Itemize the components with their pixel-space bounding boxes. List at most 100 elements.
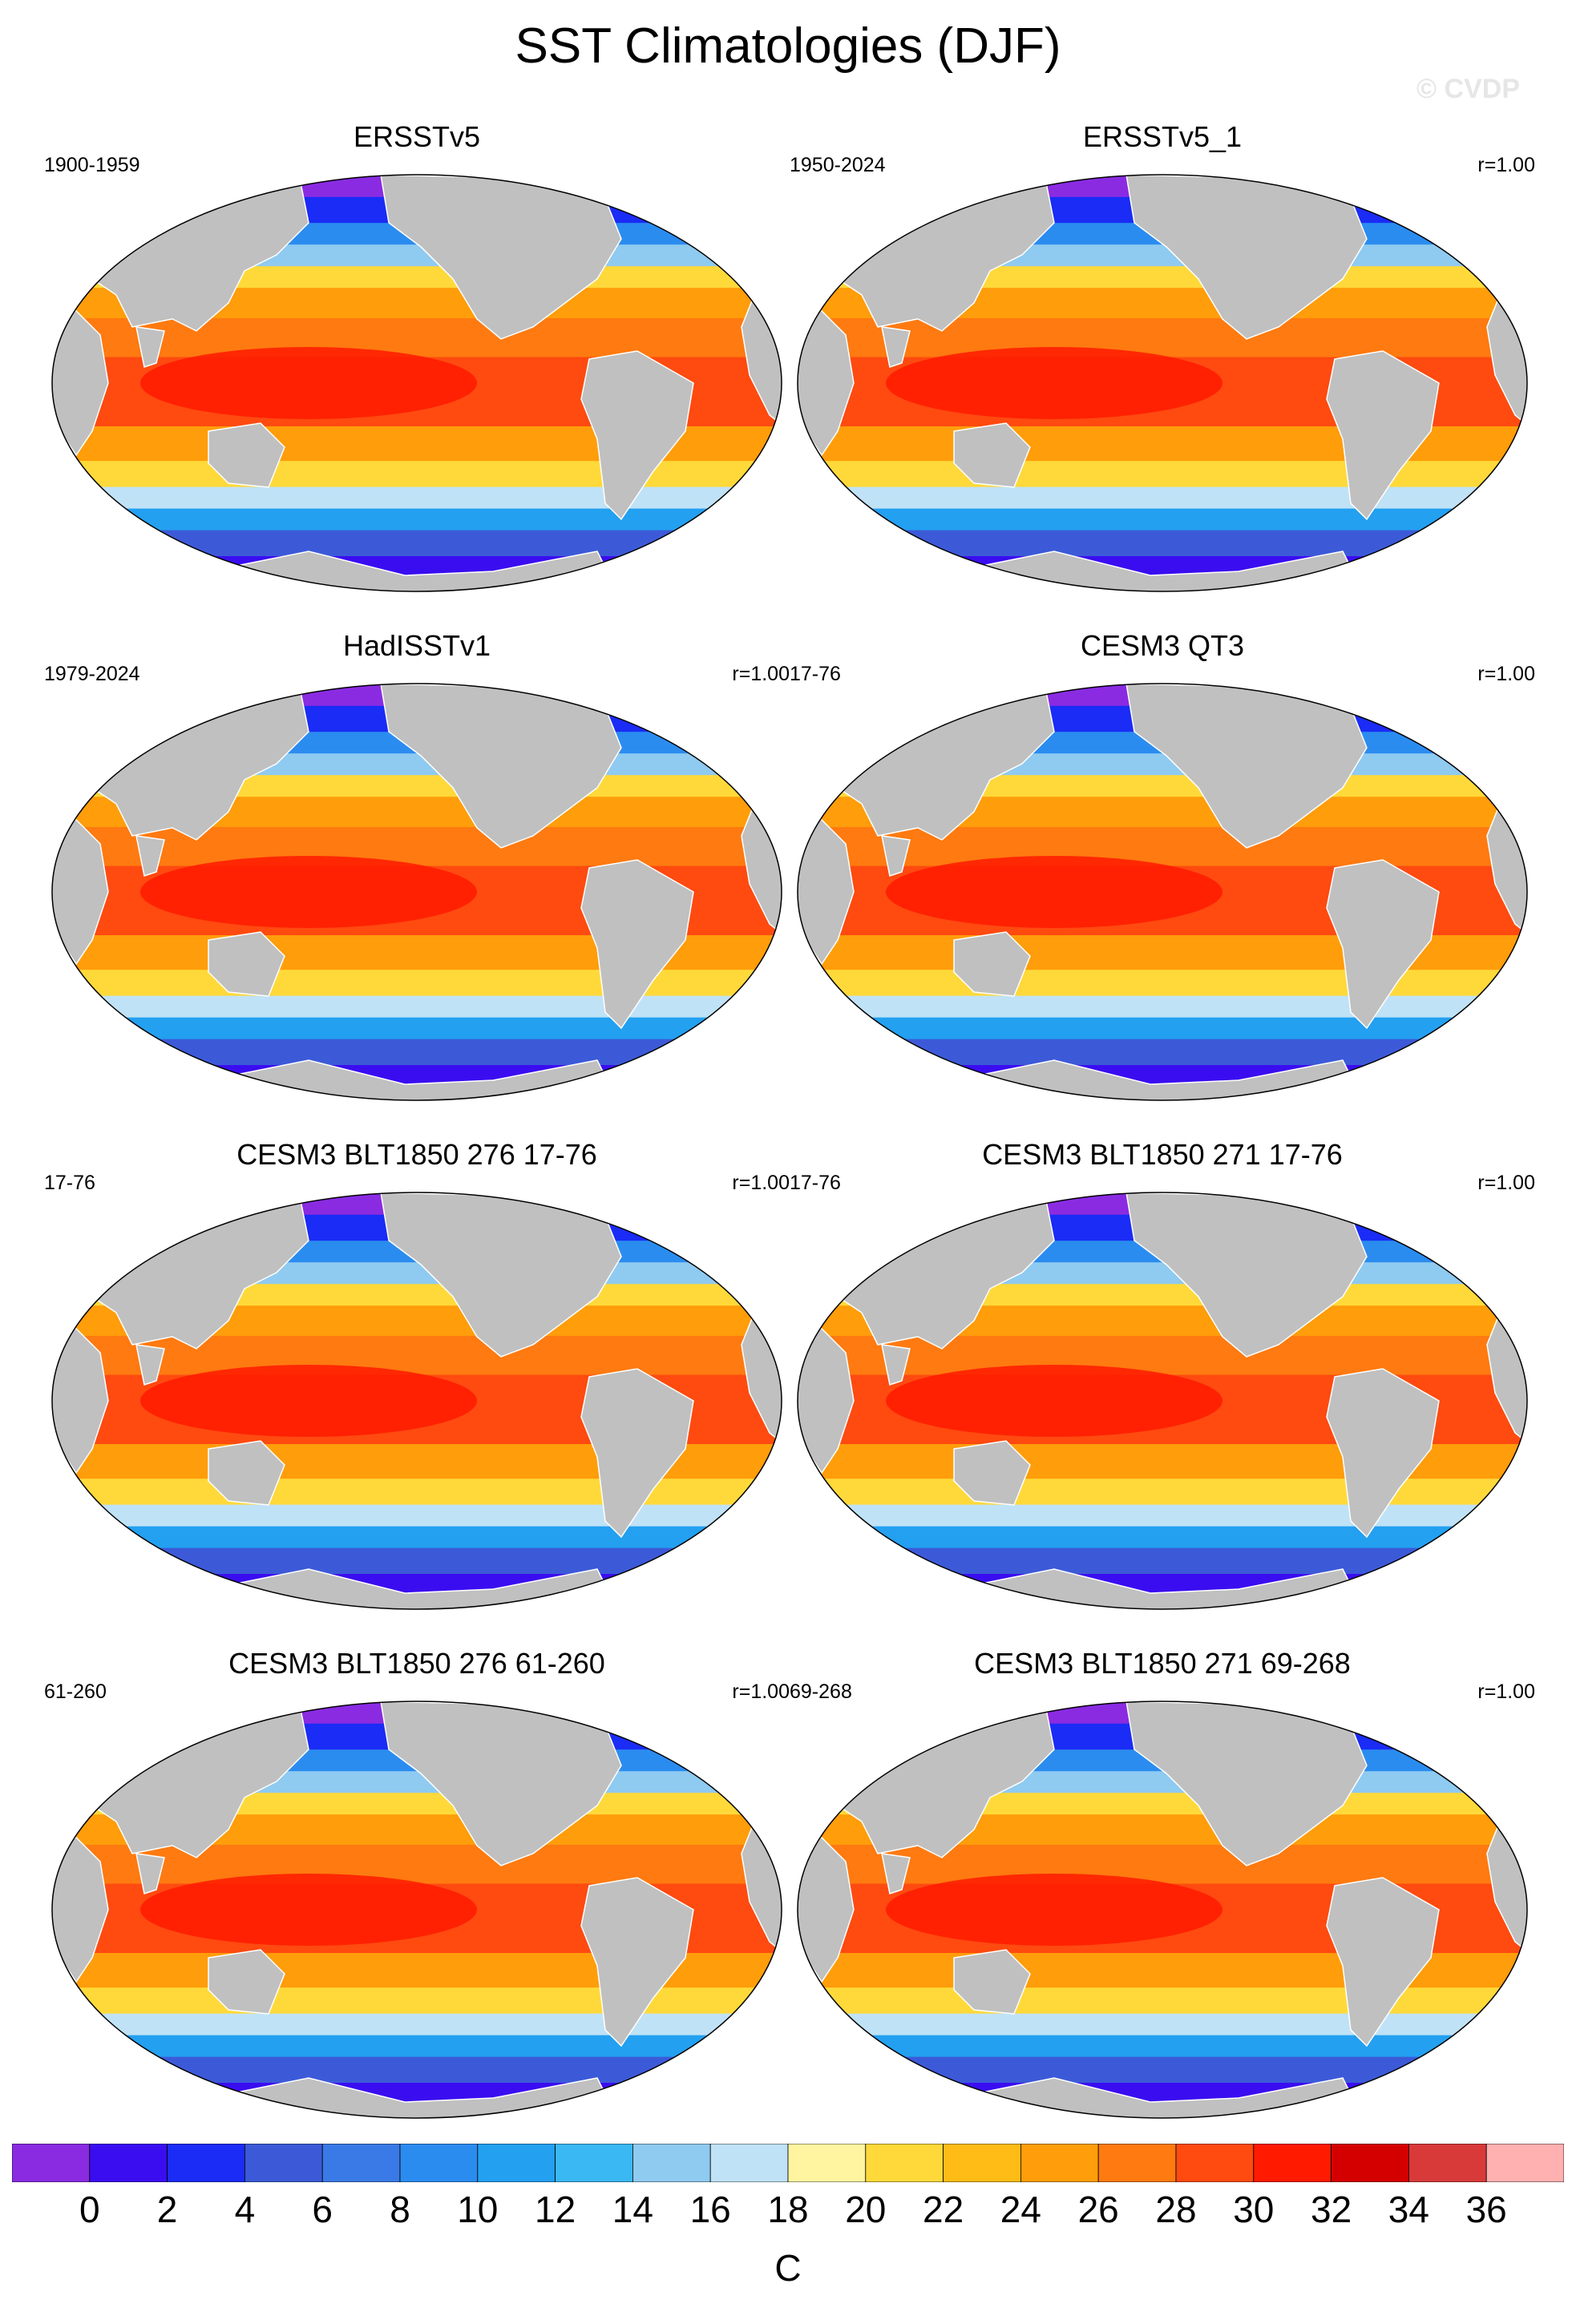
sst-field: [798, 1701, 1527, 2118]
sst-field: [798, 684, 1527, 1100]
map-outline: [51, 683, 782, 1101]
sst-field: [52, 1701, 782, 2118]
land-mass: [52, 1324, 109, 1475]
colorbar-unit-label: C: [774, 2247, 802, 2289]
colorbar-segment: [399, 2144, 479, 2182]
land-mass: [881, 1344, 911, 1386]
sst-field: [52, 175, 782, 591]
colorbar-tick: 34: [1388, 2189, 1429, 2230]
colorbar: [12, 2144, 1564, 2182]
colorbar-segment: [1253, 2144, 1332, 2182]
colorbar-segment: [89, 2144, 168, 2182]
colorbar-segment: [167, 2144, 245, 2182]
land-mass: [135, 326, 165, 368]
land-mass: [953, 1440, 1031, 1506]
colorbar-segment: [477, 2144, 556, 2182]
land-mass: [953, 931, 1031, 997]
panel-period-label: 17-76: [44, 1172, 95, 1194]
world-map: [51, 683, 782, 1101]
land-mass: [580, 1877, 694, 2048]
panel-correlation-label: r=1.00: [1477, 1172, 1535, 1194]
colorbar-segment: [865, 2144, 944, 2182]
land-mass: [580, 350, 694, 521]
colorbar-segment: [555, 2144, 633, 2182]
world-map: [51, 174, 782, 592]
map-panel: CESM3 BLT1850 271 17-76 17-76 r=1.00: [790, 1138, 1535, 1619]
panel-correlation-label: r=1.00: [732, 663, 790, 685]
sst-field: [52, 684, 782, 1100]
map-outline: [51, 174, 782, 592]
panel-period-label: 17-76: [790, 1172, 841, 1194]
colorbar-tick: 12: [535, 2189, 576, 2230]
world-map: [797, 1192, 1528, 1610]
land-mass: [208, 1949, 285, 2015]
world-map: [797, 1701, 1528, 2119]
land-mass: [1326, 1368, 1440, 1539]
land-mass: [52, 815, 109, 966]
cvdp-watermark: © CVDP: [1416, 74, 1520, 104]
land-mass: [798, 306, 855, 457]
panel-title: CESM3 BLT1850 271 17-76: [982, 1138, 1343, 1171]
colorbar-tick: 24: [1000, 2189, 1041, 2230]
colorbar-tick: 20: [845, 2189, 887, 2230]
sst-field: [52, 1192, 782, 1609]
land-mass: [1326, 1877, 1440, 2048]
colorbar-tick: 28: [1155, 2189, 1197, 2230]
panel-period-label: 1900-1959: [44, 154, 140, 176]
colorbar-tick: 4: [234, 2189, 256, 2230]
colorbar-segment: [1408, 2144, 1487, 2182]
panel-title: CESM3 QT3: [1080, 629, 1245, 662]
colorbar-segment: [787, 2144, 867, 2182]
land-mass: [52, 306, 109, 457]
land-mass: [1326, 350, 1440, 521]
colorbar-segment: [1175, 2144, 1255, 2182]
panel-correlation-label: r=1.00: [1477, 1680, 1535, 1703]
colorbar-tick: 6: [312, 2189, 333, 2230]
panel-period-label: 17-76: [790, 663, 841, 685]
colorbar-segment: [12, 2144, 91, 2182]
land-mass: [135, 1853, 165, 1894]
land-mass: [953, 1949, 1031, 2015]
map-outline: [797, 1192, 1528, 1610]
land-mass: [135, 835, 165, 877]
map-outline: [797, 1701, 1528, 2119]
sst-field: [798, 1192, 1527, 1609]
colorbar-tick: 30: [1233, 2189, 1275, 2230]
land-mass: [52, 1833, 109, 1983]
colorbar-segment: [1331, 2144, 1409, 2182]
colorbar-tick: 18: [767, 2189, 809, 2230]
colorbar-tick-labels: 0 2 4 6 8 10 12 14 16 18 20 22 24 26 28 30 32 34 36: [12, 2188, 1564, 2236]
colorbar-segment: [1020, 2144, 1099, 2182]
colorbar-tick: 0: [79, 2189, 100, 2230]
colorbar-segment: [1097, 2144, 1177, 2182]
map-panel: CESM3 QT3 17-76 r=1.00: [790, 629, 1535, 1110]
map-panel: CESM3 BLT1850 271 69-268 69-268 r=1.00: [790, 1647, 1535, 2128]
map-outline: [797, 174, 1528, 592]
panel-correlation-label: r=1.00: [1477, 154, 1535, 176]
map-outline: [51, 1701, 782, 2119]
land-mass: [208, 422, 285, 488]
panel-title: CESM3 BLT1850 276 61-260: [228, 1647, 605, 1680]
land-mass: [135, 1344, 165, 1386]
world-map: [51, 1701, 782, 2119]
panel-title: CESM3 BLT1850 276 17-76: [236, 1138, 597, 1171]
map-outline: [797, 683, 1528, 1101]
land-mass: [881, 1853, 911, 1894]
panel-title: HadISSTv1: [342, 629, 491, 662]
colorbar-segment: [709, 2144, 789, 2182]
colorbar-tick: 10: [457, 2189, 499, 2230]
colorbar-segment: [943, 2144, 1021, 2182]
sst-field: [798, 175, 1527, 591]
panel-correlation-label: r=1.00: [732, 1680, 790, 1703]
panel-correlation-label: r=1.00: [1477, 663, 1535, 685]
land-mass: [580, 859, 694, 1030]
colorbar-segment: [1485, 2144, 1564, 2182]
colorbar-tick: 32: [1311, 2189, 1352, 2230]
land-mass: [953, 422, 1031, 488]
colorbar-segment: [632, 2144, 711, 2182]
map-panel: ERSSTv5 1900-1959: [44, 120, 790, 601]
colorbar-tick: 22: [923, 2189, 964, 2230]
map-panel: ERSSTv5_1 1950-2024 r=1.00: [790, 120, 1535, 601]
land-mass: [208, 1440, 285, 1506]
panel-title: CESM3 BLT1850 271 69-268: [974, 1647, 1351, 1680]
